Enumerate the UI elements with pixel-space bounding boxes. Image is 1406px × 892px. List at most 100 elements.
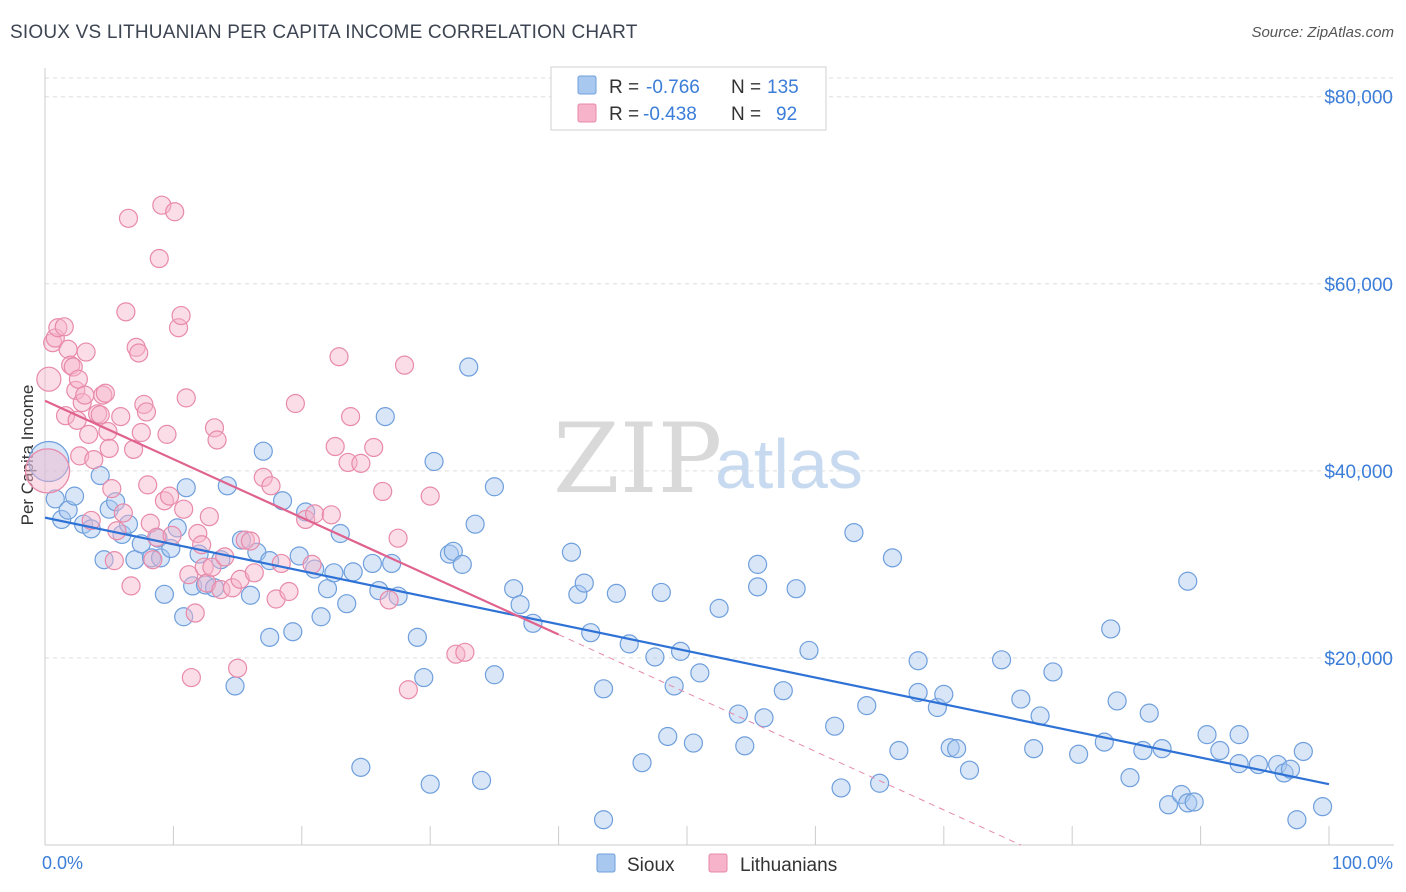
lithuanian-point [68,369,88,389]
sioux-point [658,726,678,747]
watermark: ZIP atlas [553,403,863,515]
lithuanian-point [174,499,194,519]
sioux-point [683,733,704,753]
lithuanian-point [207,430,227,450]
lithuanian-point [24,448,71,494]
lithuanian-point [95,383,115,403]
lithuanian-point [168,318,189,338]
sioux-point [99,499,119,519]
sioux-point [844,522,864,543]
lithuanian-point [104,551,124,571]
sioux-point [561,542,582,562]
y-tick-label: $80,000 [1324,88,1393,109]
lithuanian-point [58,339,78,359]
lithuanian-point [81,510,101,531]
sioux-point [857,696,877,716]
watermark-zip: ZIP [553,403,722,515]
sioux-point [748,577,768,597]
sioux-point [1312,797,1333,817]
sioux-point [606,583,626,603]
lithuanian-point [244,563,264,583]
sioux-point [362,553,383,574]
sioux-point [1178,571,1198,591]
sioux-point [471,770,492,791]
sioux-point [735,736,755,756]
sioux-point [1043,662,1063,682]
sioux-point [283,622,303,642]
sioux-point [484,477,504,497]
sioux-point [568,584,588,604]
lithuanian-point [129,343,149,363]
legend-n-label: N = [731,104,761,125]
sioux-point [253,441,273,461]
sioux-point [484,665,504,685]
lithuanian-point [261,476,281,496]
sioux-point [382,553,402,574]
sioux-point [1210,740,1230,761]
sioux-point [176,478,196,498]
lithuanian-point [99,438,119,459]
source-label: Source: ZipAtlas.com [1251,24,1394,41]
lithuanian-point [373,481,393,502]
lithuanian-point [157,424,177,444]
lithuanian-trend-extension [558,634,1022,846]
sioux-point [799,640,819,661]
lithuanian-point [202,557,222,577]
lithuanian-point [179,565,199,585]
sioux-point [632,753,652,773]
x-tick-labels: 0.0% 100.0% [42,853,1393,873]
sioux-point [940,738,960,758]
sioux-point [1139,703,1159,723]
lithuanian-point [420,486,440,506]
lithuanian-point [351,453,371,473]
lithuanian-point [171,305,191,326]
legend-box [550,66,827,131]
sioux-point [510,595,530,615]
sioux-point [908,651,928,671]
sioux-point [420,774,440,794]
sioux-point [869,773,890,793]
lithuanian-points [24,195,475,700]
sioux-point [1197,725,1217,745]
sioux-point [1120,768,1140,788]
sioux-point [1107,691,1127,711]
y-tick-labels: $20,000 $40,000 $60,000 $80,000 [1324,88,1393,670]
sioux-point [375,407,395,427]
sioux-point [1178,793,1198,813]
sioux-point [260,627,280,647]
lithuanian-point [181,667,201,688]
lithuanian-point [388,528,408,548]
sioux-point [1158,795,1179,815]
lithuanian-point [75,385,95,405]
sioux-point [645,647,665,667]
lithuanian-point [398,680,418,700]
lithuanian-point [204,418,225,438]
sioux-point [118,514,139,534]
lithuanian-point [230,569,250,589]
sioux-point [1069,744,1089,764]
lithuanian-point [159,486,180,506]
lithuanian-point [102,479,122,499]
sioux-point [225,676,245,696]
sioux-point [337,594,357,614]
sioux-point [459,357,479,377]
sioux-point [773,681,793,701]
sioux-point [947,739,967,759]
lithuanian-point [90,405,110,425]
sioux-point [1011,689,1031,709]
y-tick-label: $60,000 [1324,275,1393,296]
lithuanian-point [84,450,104,470]
legend-bottom-lithuanians: Lithuanians [740,855,837,876]
sioux-point [240,585,261,605]
lithuanian-point [279,581,299,602]
legend-r-label: R = [609,77,639,98]
legend-top: R = -0.766 N = 135 R = -0.438 N = 92 [550,66,827,131]
lithuanian-point [113,503,133,523]
sioux-point [64,486,85,506]
sioux-point [343,562,363,582]
lithuanian-point [116,302,136,322]
lithuanian-point [121,576,141,596]
sioux-trend-line [44,516,1330,786]
lithuanian-point [79,424,99,444]
trend-lines [44,399,1330,846]
